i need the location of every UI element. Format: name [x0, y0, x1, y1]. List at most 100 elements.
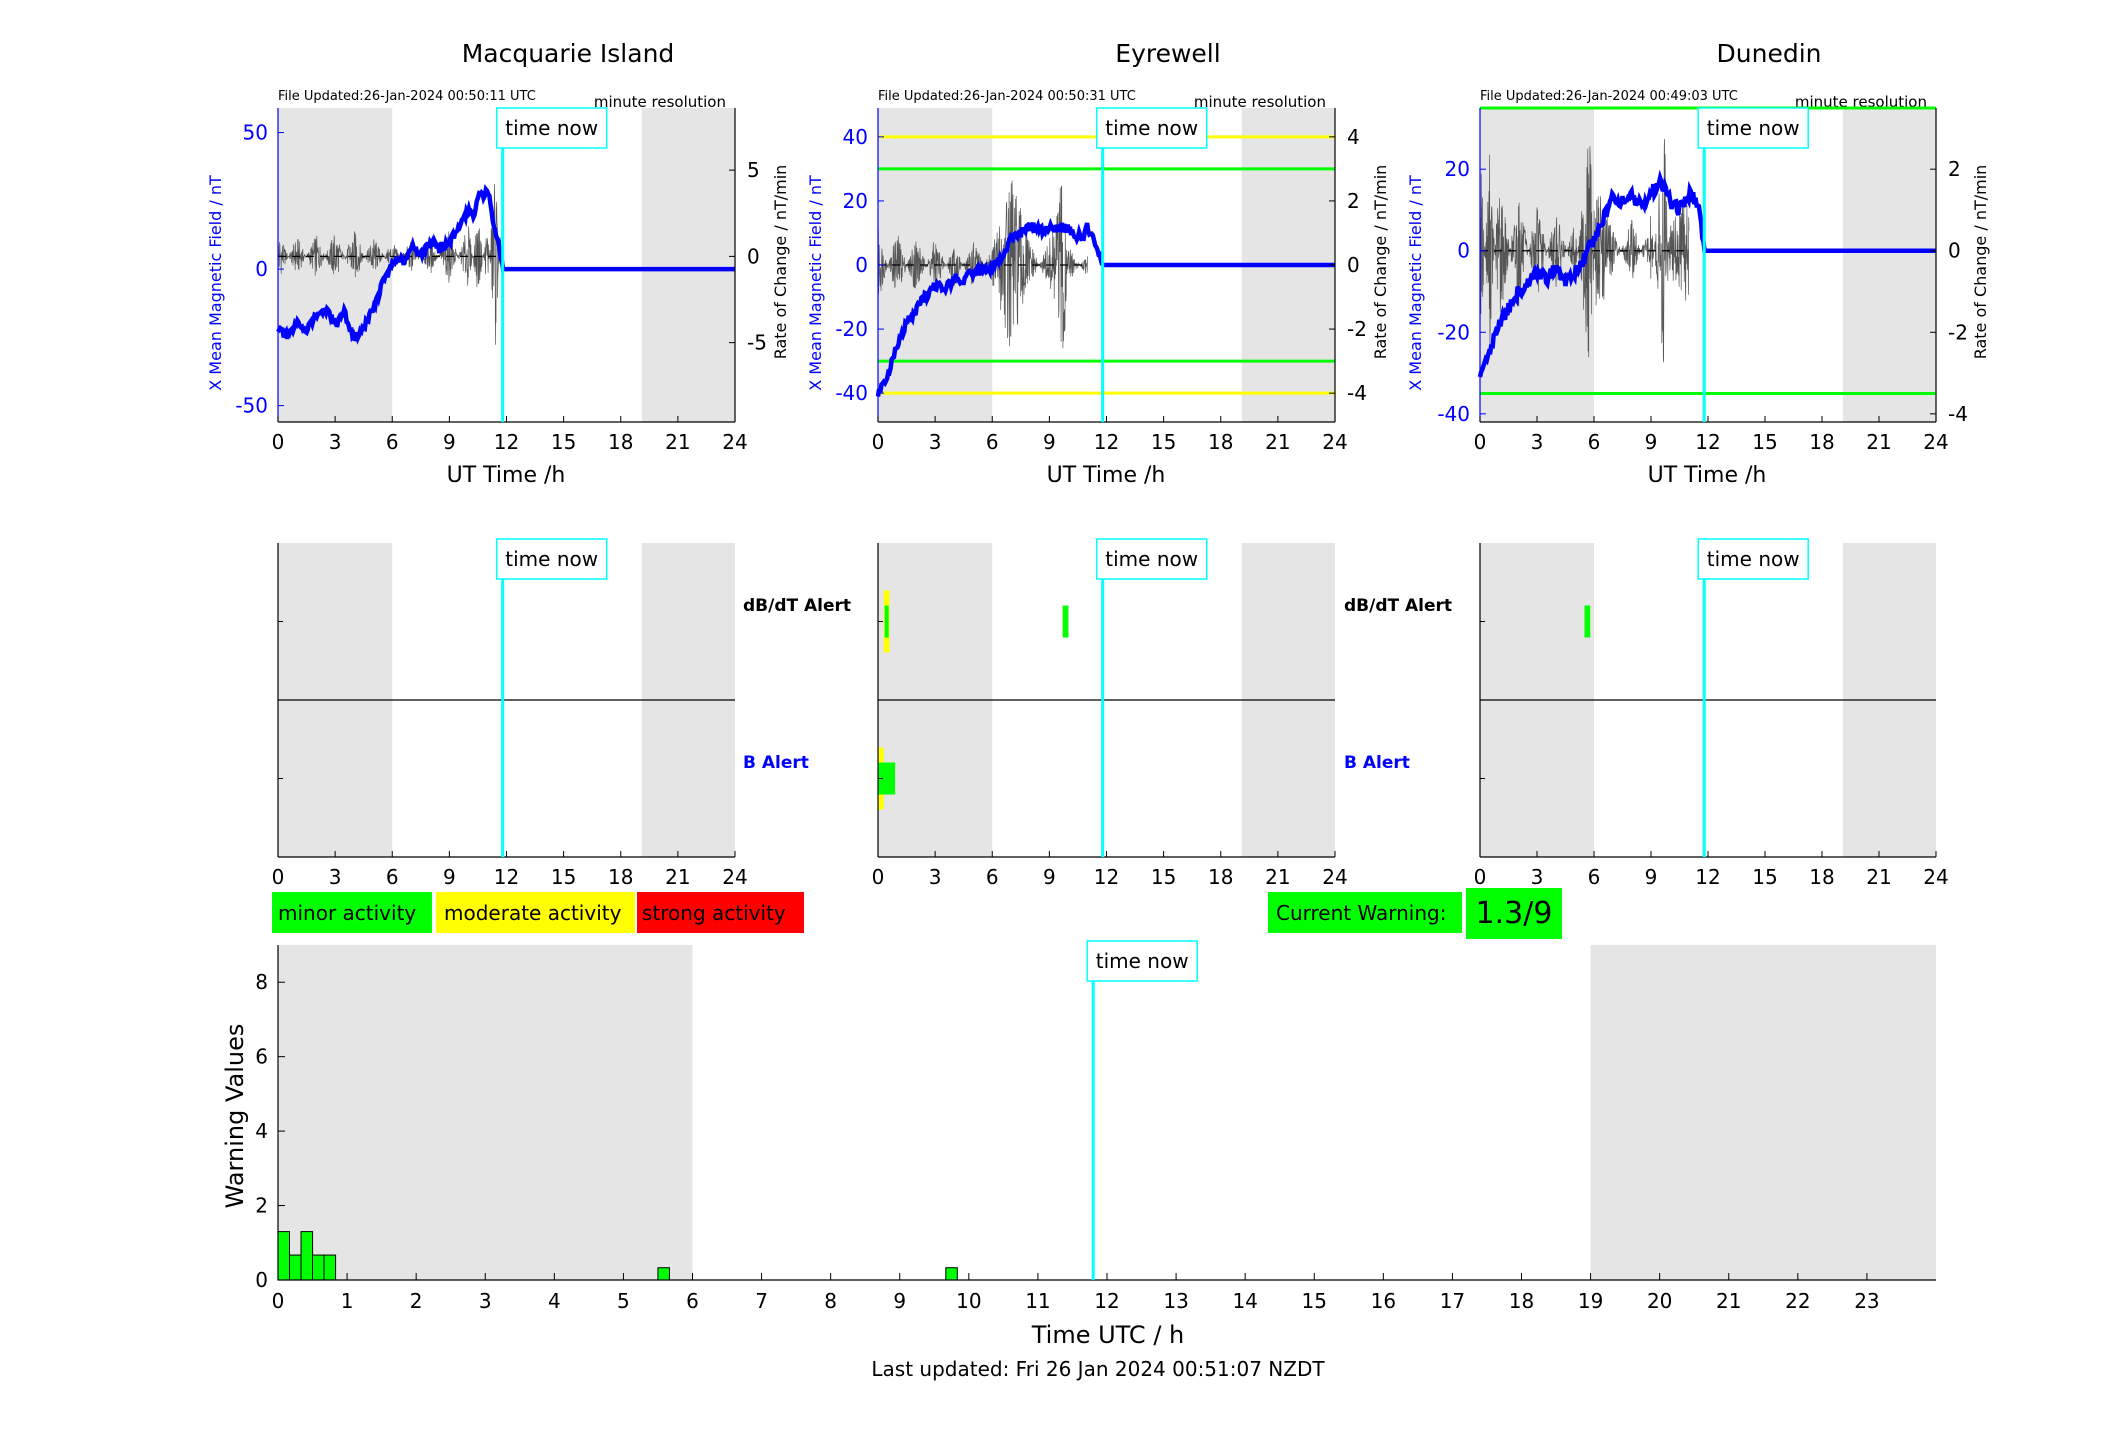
x-tick-label: 9 [893, 1289, 906, 1313]
rate-of-change-trace [277, 183, 502, 345]
x-tick-label: 12 [1094, 865, 1119, 889]
x-tick-label: 9 [443, 865, 456, 889]
station-title-macquarie: Macquarie Island [462, 39, 675, 68]
x-tick-label: 19 [1578, 1289, 1603, 1313]
y-tick-label: 6 [255, 1045, 268, 1069]
x-tick-label: 15 [551, 430, 576, 454]
magnetic-field-line [875, 217, 1335, 397]
x-tick-label: 12 [494, 430, 519, 454]
x-tick-label: 6 [686, 1289, 699, 1313]
y-tick-label-right: -2 [1948, 320, 1968, 344]
x-tick-label: 21 [1866, 430, 1891, 454]
y-tick-label-right: -4 [1347, 381, 1367, 405]
dbdt-alert-label-dunedin: dB/dT Alert [1344, 596, 1452, 616]
y-tick-label-left: -40 [1437, 402, 1470, 426]
x-tick-label: 3 [1531, 865, 1544, 889]
alert-3-time-now-box [1697, 538, 1809, 580]
station-title-eyrewell: Eyrewell [1115, 39, 1220, 68]
y-tick-label-right: -5 [747, 331, 767, 355]
y-tick-label: 8 [255, 970, 268, 994]
x-tick-label: 21 [1716, 1289, 1741, 1313]
x-tick-label: 20 [1647, 1289, 1672, 1313]
x-tick-label: 15 [1752, 865, 1777, 889]
x-tick-label: 9 [1645, 865, 1658, 889]
y-tick-label-left: 40 [843, 125, 868, 149]
alert-bar-minor [884, 605, 889, 638]
y-tick-label-left: 0 [1457, 239, 1470, 263]
x-tick-label: 0 [272, 865, 285, 889]
x-tick-label: 12 [1094, 1289, 1119, 1313]
x-tick-label: 7 [755, 1289, 768, 1313]
file-updated-dunedin: File Updated:26-Jan-2024 00:49:03 UTC [1480, 89, 1738, 104]
x-tick-label: 18 [1809, 865, 1834, 889]
magnetic-field-line [1477, 169, 1936, 378]
x-tick-label: 0 [272, 1289, 285, 1313]
legend-minor-swatch [272, 892, 432, 933]
y-tick-label: 0 [255, 1268, 268, 1292]
y-tick-label-left: 0 [855, 253, 868, 277]
station-title-dunedin: Dunedin [1717, 39, 1822, 68]
alert-1-time-now-box [495, 538, 608, 580]
legend-strong-swatch [637, 892, 804, 933]
warning-ylabel: Warning Values [221, 1024, 249, 1209]
warning-bar [312, 1254, 325, 1281]
x-tick-label: 2 [410, 1289, 423, 1313]
magnetometer-2-time-now-label: time now [1105, 116, 1198, 140]
file-updated-prefix: File Updated: [278, 89, 364, 104]
current-warning-value-box [1466, 888, 1562, 939]
x-tick-label: 9 [1043, 430, 1056, 454]
x-tick-label: 24 [722, 865, 747, 889]
x-tick-label: 12 [494, 865, 519, 889]
file-updated-prefix: File Updated: [878, 89, 964, 104]
x-tick-label: 21 [1265, 865, 1290, 889]
x-tick-label: 24 [722, 430, 747, 454]
x-tick-label: 6 [986, 430, 999, 454]
x-tick-label: 3 [929, 430, 942, 454]
x-tick-label: 15 [1752, 430, 1777, 454]
y-tick-label-right: -4 [1948, 402, 1968, 426]
y-tick-label-left: 20 [1445, 157, 1470, 181]
b-alert-label-dunedin: B Alert [1344, 753, 1410, 773]
warning-xlabel: Time UTC / h [1031, 1321, 1185, 1349]
alert-bar-minor [1584, 605, 1591, 638]
y-tick-label-right: 0 [1948, 239, 1961, 263]
x-tick-label: 14 [1232, 1289, 1257, 1313]
x-tick-label: 1 [341, 1289, 354, 1313]
magnetometer-1-time-now-box [495, 107, 608, 149]
ylabel-right-macquarie: Rate of Change / nT/min [771, 165, 790, 360]
x-tick-label: 17 [1440, 1289, 1465, 1313]
y-tick-label-left: 20 [843, 189, 868, 213]
x-tick-label: 24 [1923, 865, 1948, 889]
y-tick-label-right: 2 [1347, 189, 1360, 213]
x-tick-label: 4 [548, 1289, 561, 1313]
alert-chart-1: 0 3 6 9 12 15 18 21 24 [272, 543, 748, 889]
x-tick-label: 22 [1785, 1289, 1810, 1313]
dbdt-alert-label-macquarie: dB/dT Alert [743, 596, 851, 616]
rate-of-change-trace [1479, 138, 1690, 363]
y-tick-label-right: 0 [1347, 253, 1360, 277]
x-tick-label: 0 [272, 430, 285, 454]
x-tick-label: 18 [1509, 1289, 1534, 1313]
alert-1-time-now-label: time now [505, 547, 598, 571]
magnetometer-2-time-now-box [1095, 107, 1208, 149]
night-shading [278, 945, 693, 1280]
x-tick-label: 15 [1302, 1289, 1327, 1313]
x-tick-label: 23 [1854, 1289, 1879, 1313]
x-tick-label: 0 [1474, 865, 1487, 889]
x-tick-label: 18 [1809, 430, 1834, 454]
alert-bar-minor [1062, 605, 1069, 638]
alert-2-time-now-label: time now [1105, 547, 1198, 571]
y-tick-label: 4 [255, 1119, 268, 1143]
y-tick-label-right: 5 [747, 158, 760, 182]
warning-bar [277, 1231, 291, 1281]
legend-moderate-swatch [436, 892, 635, 933]
xlabel-dunedin: UT Time /h [1648, 463, 1767, 488]
ylabel-right-eyrewell: Rate of Change / nT/min [1371, 165, 1390, 360]
alert-2-time-now-box [1095, 538, 1208, 580]
x-tick-label: 3 [329, 865, 342, 889]
file-updated-value: 26-Jan-2024 00:50:31 UTC [964, 89, 1136, 104]
ylabel-left-dunedin: X Mean Magnetic Field / nT [1406, 175, 1425, 391]
alert-chart-3: 0 3 6 9 12 15 18 21 24 [1474, 543, 1949, 889]
